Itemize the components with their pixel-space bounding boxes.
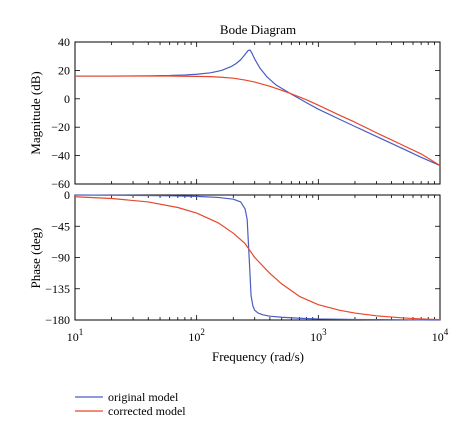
x-tick-label: 101 bbox=[67, 327, 84, 344]
phase-y-tick-label: 0 bbox=[64, 188, 70, 202]
phase-series bbox=[74, 194, 441, 321]
phase-line-original-model bbox=[74, 194, 441, 321]
magnitude-y-tick-label: 0 bbox=[64, 92, 70, 106]
magnitude-y-tick-label: −20 bbox=[51, 120, 70, 134]
magnitude-y-tick-label: 40 bbox=[58, 35, 70, 49]
phase-panel: 0 −45 −90 −135 −180 Phase (deg) bbox=[28, 188, 441, 327]
magnitude-y-tick-label: −40 bbox=[51, 149, 70, 163]
x-axis-label: Frequency (rad/s) bbox=[212, 349, 304, 364]
legend: original model corrected model bbox=[75, 390, 186, 418]
phase-y-tick-label: −180 bbox=[45, 313, 70, 327]
phase-y-tick-labels: 0 −45 −90 −135 −180 bbox=[45, 188, 70, 327]
phase-plot-frame bbox=[74, 194, 441, 321]
magnitude-line-original-model bbox=[75, 49, 441, 167]
legend-label-corrected: corrected model bbox=[108, 404, 186, 418]
phase-y-axis-label: Phase (deg) bbox=[28, 227, 43, 288]
magnitude-y-tick-label: −60 bbox=[51, 177, 70, 191]
x-tick-label: 104 bbox=[432, 327, 449, 344]
magnitude-line-corrected-model bbox=[75, 75, 441, 167]
magnitude-y-axis-label: Magnitude (dB) bbox=[28, 71, 43, 154]
phase-y-tick-label: −45 bbox=[51, 219, 70, 233]
phase-y-tick-label: −135 bbox=[45, 282, 70, 296]
chart-title: Bode Diagram bbox=[220, 22, 296, 37]
phase-line-corrected-model bbox=[74, 196, 441, 321]
phase-y-tick-label: −90 bbox=[51, 251, 70, 265]
magnitude-series bbox=[75, 49, 441, 167]
legend-label-original: original model bbox=[108, 390, 179, 404]
x-tick-label: 103 bbox=[310, 327, 327, 344]
phase-tick-marks bbox=[74, 194, 440, 321]
magnitude-panel: 40 20 0 −20 −40 −60 Magnitude (dB) bbox=[28, 35, 441, 191]
magnitude-tick-marks bbox=[74, 41, 440, 185]
magnitude-y-tick-labels: 40 20 0 −20 −40 −60 bbox=[51, 35, 70, 191]
x-tick-labels: 101 102 103 104 bbox=[67, 327, 449, 344]
magnitude-y-tick-label: 20 bbox=[58, 63, 70, 77]
magnitude-plot-frame bbox=[74, 41, 441, 185]
x-tick-label: 102 bbox=[188, 327, 205, 344]
